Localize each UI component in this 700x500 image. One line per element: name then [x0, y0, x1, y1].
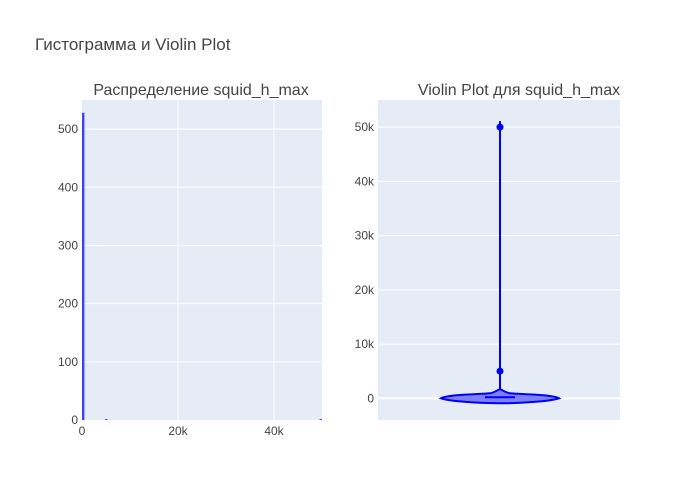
figure-title: Гистограмма и Violin Plot: [35, 35, 231, 54]
histogram-bar: [82, 113, 84, 420]
histogram-y-tick-label: 0: [71, 413, 78, 427]
violin-y-tick-label: 20k: [355, 283, 375, 297]
violin-y-tick-label: 50k: [355, 120, 375, 134]
violin-outlier-point: [497, 368, 504, 375]
histogram-x-tick-label: 40k: [264, 424, 284, 438]
violin-y-tick-label: 10k: [355, 337, 375, 351]
violin-outlier-point: [497, 124, 504, 131]
violin-y-tick-label: 30k: [355, 229, 375, 243]
histogram-y-tick-label: 100: [58, 355, 78, 369]
histogram-x-tick-label: 0: [79, 424, 86, 438]
histogram-y-tick-label: 400: [58, 180, 78, 194]
histogram-panel: 0 20k 40k 0 100 200 300 400 500 Распределение s…: [58, 82, 322, 438]
histogram-y-tick-label: 500: [58, 122, 78, 136]
histogram-bar: [105, 419, 107, 420]
histogram-plot-area: [82, 100, 322, 420]
violin-y-tick-label: 0: [367, 391, 374, 405]
histogram-y-tick-label: 200: [58, 297, 78, 311]
histogram-y-tick-label: 300: [58, 238, 78, 252]
histogram-bar: [320, 419, 322, 420]
violin-y-tick-labels: 0 10k 20k 30k 40k 50k: [355, 120, 375, 405]
histogram-y-tick-labels: 0 100 200 300 400 500: [58, 122, 78, 427]
violin-y-tick-label: 40k: [355, 174, 375, 188]
violin-title: Violin Plot для squid_h_max: [418, 82, 620, 99]
histogram-x-tick-labels: 0 20k 40k: [79, 424, 285, 438]
histogram-title: Распределение squid_h_max: [93, 82, 308, 99]
histogram-x-tick-label: 20k: [168, 424, 188, 438]
violin-panel: 0 10k 20k 30k 40k 50k Violin Plot для squid_h…: [355, 82, 620, 420]
